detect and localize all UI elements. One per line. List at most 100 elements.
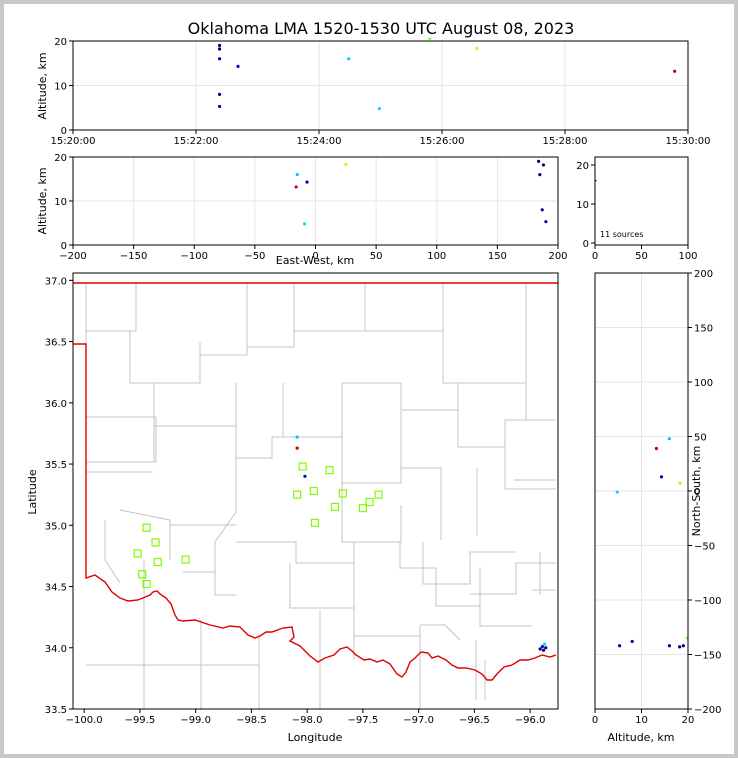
county-boundary (236, 541, 355, 564)
county-boundary (214, 511, 237, 543)
histogram-x-tick-label: 50 (635, 251, 648, 262)
ns-tick-label: −50 (694, 542, 715, 553)
latitude-tick-label: 35.5 (45, 460, 67, 471)
source-point (217, 47, 222, 51)
source-point (295, 446, 299, 450)
longitude-tick-label: −98.0 (292, 715, 323, 726)
ew-xlabel: East-West, km (276, 254, 354, 267)
latitude-tick-label: 37.0 (45, 276, 67, 287)
source-point (544, 646, 548, 650)
lma-station-marker (298, 462, 307, 471)
ew-tick-label: 200 (548, 251, 567, 262)
source-point (305, 180, 309, 184)
county-boundary (247, 283, 295, 348)
source-point (344, 162, 348, 167)
source-point (615, 490, 619, 494)
lma-station-marker (133, 549, 142, 558)
latitude-tick-label: 36.5 (45, 338, 67, 349)
county-boundary (401, 467, 442, 540)
lma-station-marker (142, 579, 151, 589)
page-background (4, 4, 734, 754)
altitude-tick-label: 0 (592, 715, 598, 726)
latitude-tick-label: 34.5 (45, 583, 67, 594)
altitude-tick-label: 10 (635, 715, 648, 726)
county-boundary (341, 483, 402, 543)
source-point (673, 69, 677, 73)
ns-xlabel: Altitude, km (607, 731, 674, 744)
county-boundary (200, 283, 248, 356)
lma-station-marker (181, 555, 190, 564)
source-point (654, 446, 658, 451)
source-point (347, 57, 351, 61)
county-boundary (129, 331, 200, 384)
altitude-histogram-panel: 0 50 100 0 10 20 (576, 156, 698, 262)
source-point (540, 644, 544, 649)
ns-tick-label: 50 (694, 433, 707, 444)
lma-station-marker (151, 538, 160, 547)
source-point (217, 43, 222, 48)
source-point (667, 644, 672, 648)
latitude-tick-label: 34.0 (45, 644, 67, 655)
county-boundary (104, 520, 121, 584)
source-point (295, 173, 299, 177)
altitude-tick-label: 0 (61, 126, 67, 137)
longitude-tick-label: −98.5 (236, 715, 267, 726)
ew-tick-label: −150 (120, 251, 147, 262)
source-point (475, 46, 479, 51)
county-boundary (399, 542, 481, 607)
altitude-tick-label: 10 (54, 197, 67, 208)
longitude-tick-label: −99.0 (180, 715, 211, 726)
source-point (681, 644, 685, 648)
histogram-y-tick-label: 10 (576, 200, 589, 211)
ew-tick-label: 150 (488, 251, 507, 262)
source-point (428, 37, 432, 41)
ew-tick-label: −200 (59, 251, 86, 262)
source-point (541, 163, 546, 167)
county-boundary (479, 606, 532, 627)
plan-view-map-panel: −100.0 −99.5 −99.0 −98.5 −98.0 −97.5 −97.0 −96.… (45, 272, 559, 726)
altitude-tick-label: 20 (54, 37, 67, 48)
lma-station-marker (338, 489, 347, 498)
county-boundary (442, 331, 525, 384)
county-boundary (214, 542, 236, 596)
lma-station-marker (309, 486, 318, 496)
county-boundary (183, 571, 216, 584)
county-boundary (86, 283, 137, 332)
source-point (667, 437, 672, 441)
longitude-tick-label: −100.0 (66, 715, 103, 726)
time-tick-label: 15:30:00 (666, 136, 711, 147)
ns-tick-label: 200 (694, 269, 713, 280)
source-point (302, 222, 307, 226)
time-height-ylabel: Altitude, km (36, 52, 49, 119)
histogram-axes-frame (594, 156, 689, 246)
ns-tick-label: −200 (694, 705, 721, 716)
ns-tick-label: −100 (694, 596, 721, 607)
ew-ylabel: Altitude, km (36, 167, 49, 234)
time-height-panel: 15:20:00 15:22:00 15:24:00 15:26:00 15:28:00… (51, 37, 711, 147)
source-point (294, 185, 298, 189)
histogram-y-tick-label: 0 (583, 239, 589, 250)
east-west-altitude-panel: −200 −150 −100 −50 0 50 100 150 200 0 10 20 (54, 153, 567, 262)
source-point (377, 107, 382, 111)
histogram-x-tick-label: 0 (592, 251, 598, 262)
county-boundary (504, 447, 556, 490)
lma-station-marker (293, 490, 302, 499)
source-point (303, 474, 307, 478)
lma-station-marker (330, 502, 340, 512)
longitude-tick-label: −97.5 (348, 715, 379, 726)
altitude-tick-label: 20 (682, 715, 695, 726)
ew-axes-frame (72, 156, 559, 246)
ew-tick-label: −50 (244, 251, 265, 262)
county-boundary (470, 562, 556, 595)
ew-tick-label: 100 (427, 251, 446, 262)
map-ylabel: Latitude (26, 469, 39, 515)
county-boundary (420, 624, 461, 641)
lma-station-marker (142, 523, 151, 532)
ns-tick-label: −150 (694, 651, 721, 662)
longitude-tick-label: −97.0 (403, 715, 434, 726)
source-point (541, 648, 546, 652)
lma-station-marker (325, 466, 334, 475)
figure-title: Oklahoma LMA 1520-1530 UTC August 08, 20… (188, 19, 575, 38)
latitude-tick-label: 36.0 (45, 399, 67, 410)
source-point (217, 92, 222, 96)
